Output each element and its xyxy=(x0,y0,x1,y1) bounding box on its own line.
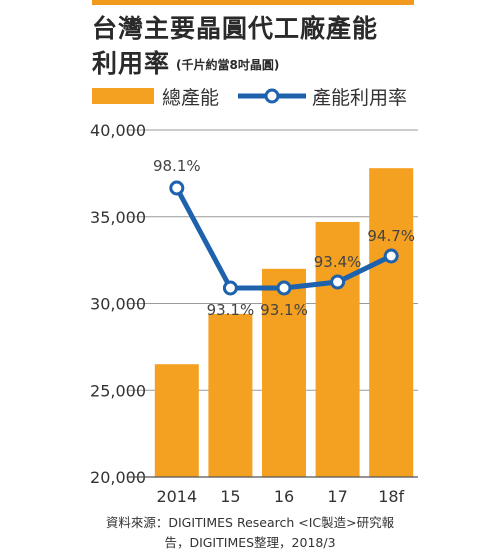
y-tick-label: 35,000 xyxy=(90,208,146,227)
y-tick-label: 20,000 xyxy=(90,468,146,487)
y-tick-label: 30,000 xyxy=(90,295,146,314)
legend: 總產能 產能利用率 xyxy=(92,87,407,109)
chart-title-second-part: 利用率 xyxy=(92,49,171,78)
chart-title: 台灣主要晶圓代工廠產能 xyxy=(92,14,379,43)
line-data-label: 93.1% xyxy=(207,301,255,319)
line-point xyxy=(383,248,399,264)
line-data-label: 93.1% xyxy=(260,301,308,319)
legend-marker xyxy=(264,88,280,104)
line-series xyxy=(169,180,399,296)
bar xyxy=(315,221,360,477)
legend-swatch-bar xyxy=(92,88,154,104)
line-data-label: 93.4% xyxy=(314,253,362,271)
line-point xyxy=(222,280,238,296)
line-point xyxy=(276,280,292,296)
x-tick-label: 16 xyxy=(274,487,294,506)
x-tick-label: 17 xyxy=(327,487,347,506)
bar xyxy=(262,268,306,477)
line-data-label: 98.1% xyxy=(153,157,201,175)
unit-note: (千片約當8吋晶圓) xyxy=(176,58,280,72)
legend-label-bar: 總產能 xyxy=(162,87,219,109)
legend-label-line: 產能利用率 xyxy=(312,87,407,109)
y-tick-label: 40,000 xyxy=(90,121,146,140)
y-axis-ticks: 20,000 25,000 30,000 35,000 40,000 xyxy=(90,121,146,487)
chart-title-line2: 利用率 (千片約當8吋晶圓) xyxy=(92,44,279,80)
x-tick-label: 18f xyxy=(378,487,404,506)
line-point xyxy=(169,180,185,196)
x-tick-label: 15 xyxy=(220,487,240,506)
title-accent-bar xyxy=(92,0,414,5)
source-line-1: 資料來源：DIGITIMES Research <IC製造>研究報 xyxy=(105,515,395,530)
source-note: 資料來源：DIGITIMES Research <IC製造>研究報 告，DIGI… xyxy=(0,513,500,553)
bar xyxy=(208,313,253,477)
line-data-labels: 98.1% 93.1% 93.1% 93.4% 94.7% xyxy=(153,157,415,319)
x-tick-label: 2014 xyxy=(156,487,197,506)
line-data-label: 94.7% xyxy=(367,227,415,245)
x-axis-labels: 2014 15 16 17 18f xyxy=(156,487,404,506)
source-line-2: 告，DIGITIMES整理，2018/3 xyxy=(164,535,336,550)
bar xyxy=(369,168,414,478)
bar-series xyxy=(154,168,414,478)
bar xyxy=(154,364,199,477)
y-tick-label: 25,000 xyxy=(90,381,146,400)
line-point xyxy=(330,274,346,290)
